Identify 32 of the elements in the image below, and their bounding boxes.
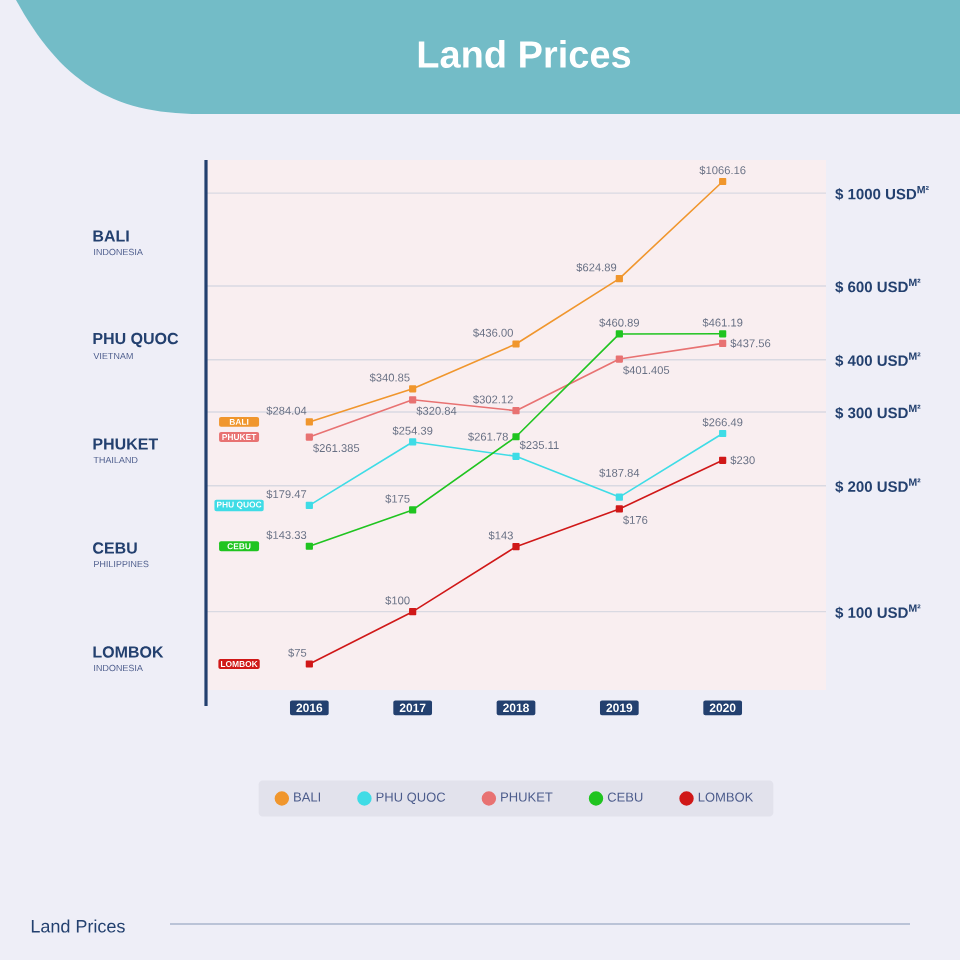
chart-title: Land Prices xyxy=(418,40,631,68)
point xyxy=(512,407,520,415)
point xyxy=(409,608,417,616)
text: CEBU xyxy=(93,542,137,554)
point xyxy=(409,506,417,514)
point xyxy=(512,452,520,460)
point xyxy=(615,355,623,363)
text: Land Prices xyxy=(31,919,125,933)
point xyxy=(719,330,727,338)
point xyxy=(719,456,727,464)
point xyxy=(409,385,417,393)
point xyxy=(615,493,623,501)
text: BALI xyxy=(93,230,129,242)
point xyxy=(719,177,727,186)
point xyxy=(305,501,313,509)
point xyxy=(719,339,727,347)
point xyxy=(409,396,417,404)
point xyxy=(615,505,623,513)
point xyxy=(615,330,623,338)
point xyxy=(305,542,313,550)
point xyxy=(719,429,727,438)
text: LOMBOK xyxy=(93,646,164,658)
point xyxy=(305,418,313,426)
point xyxy=(615,275,623,283)
point xyxy=(305,433,313,441)
text: PHUKET xyxy=(93,438,158,450)
text: PHU QUOC xyxy=(93,332,179,348)
point xyxy=(305,660,313,668)
point xyxy=(512,340,520,348)
point xyxy=(409,438,417,446)
point xyxy=(512,543,520,551)
point xyxy=(512,433,520,441)
